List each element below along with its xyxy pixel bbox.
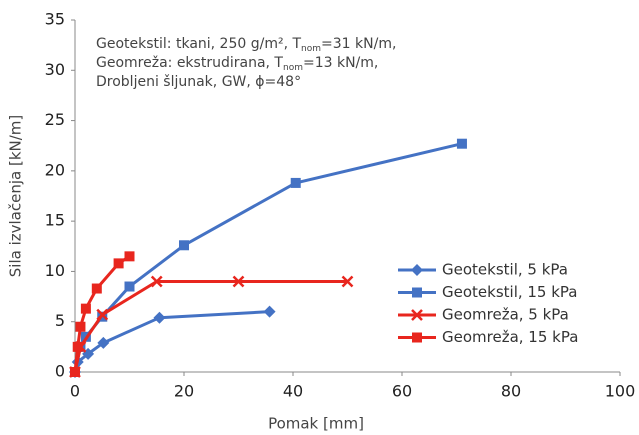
y-tick-label: 20	[45, 160, 65, 179]
marker-square	[179, 240, 189, 251]
y-tick-label: 25	[45, 110, 65, 129]
y-tick-label: 0	[55, 362, 65, 381]
marker-x	[341, 275, 354, 288]
marker-square	[75, 321, 86, 332]
annotation-text: =13 kN/m,	[303, 55, 378, 71]
marker-square	[124, 281, 135, 292]
marker-square	[113, 258, 124, 269]
annotation: Geomreža: ekstrudirana, Tnom=13 kN/m,	[96, 55, 378, 73]
x-axis-label: Pomak [mm]	[268, 415, 364, 433]
annotation-text: =31 kN/m,	[321, 36, 396, 52]
marker-x	[232, 275, 245, 288]
x-tick-label: 0	[70, 382, 80, 401]
annotation-text: Drobljeni šljunak, GW, ϕ=48°	[96, 74, 301, 90]
y-tick-label: 15	[45, 211, 65, 230]
series-line	[73, 279, 348, 373]
x-tick-label: 100	[605, 382, 636, 401]
annotation-subscript: nom	[283, 63, 303, 73]
y-tick-label: 5	[55, 311, 65, 330]
y-axis-label: Sila izvlačenja [kN/m]	[7, 115, 25, 277]
annotation: Drobljeni šljunak, GW, ϕ=48°	[96, 74, 301, 90]
marker-diamond	[97, 336, 110, 349]
marker-square	[412, 332, 422, 343]
marker-square	[412, 287, 422, 298]
annotation-text: Geomreža: ekstrudirana, T	[96, 55, 283, 71]
x-tick-label: 60	[392, 382, 412, 401]
y-tick-label: 30	[45, 60, 65, 79]
marker-square	[80, 303, 91, 314]
marker-x	[96, 308, 109, 321]
marker-diamond	[153, 311, 166, 324]
legend-label: Geotekstil, 15 kPa	[442, 283, 578, 301]
annotation-text: Geotekstil: tkani, 250 g/m², T	[96, 36, 301, 52]
marker-diamond	[263, 305, 276, 318]
annotation: Geotekstil: tkani, 250 g/m², Tnom=31 kN/…	[96, 36, 396, 54]
marker-x	[411, 309, 423, 321]
x-tick-label: 40	[283, 382, 303, 401]
marker-x	[150, 275, 163, 288]
marker-square	[456, 138, 467, 149]
legend-label: Geomreža, 5 kPa	[442, 306, 569, 324]
x-tick-label: 80	[501, 382, 521, 401]
marker-square	[91, 283, 102, 294]
annotation-subscript: nom	[301, 44, 321, 54]
marker-square	[290, 177, 301, 188]
marker-diamond	[411, 264, 423, 276]
marker-square	[124, 251, 135, 262]
x-tick-label: 20	[174, 382, 194, 401]
y-tick-label: 10	[45, 261, 65, 280]
marker-square	[70, 367, 80, 377]
y-tick-label: 35	[45, 10, 65, 29]
marker-square	[72, 341, 83, 352]
legend-label: Geotekstil, 5 kPa	[442, 261, 568, 279]
legend-label: Geomreža, 15 kPa	[442, 328, 578, 346]
